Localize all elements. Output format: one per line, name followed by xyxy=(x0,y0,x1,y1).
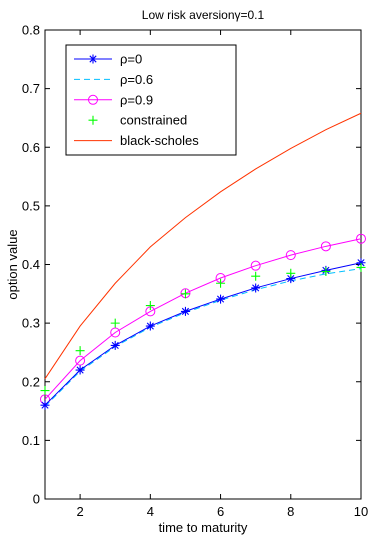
legend-swatch-marker xyxy=(88,94,98,105)
series-2-marker xyxy=(250,260,261,271)
legend: ρ=0 ρ=0.6 ρ=0.9 constrained black-scholes xyxy=(65,44,237,156)
series-3-marker xyxy=(356,262,366,272)
series-1-line xyxy=(44,268,362,407)
legend-entry-label: ρ=0 xyxy=(120,52,142,67)
legend-entry-label: ρ=0.9 xyxy=(120,92,153,107)
series-3-marker xyxy=(251,271,261,281)
x-tick-label: 10 xyxy=(354,504,368,519)
series-3-marker xyxy=(180,289,190,299)
x-tick-label: 8 xyxy=(287,504,294,519)
series-3-marker xyxy=(286,268,296,278)
series-3-marker xyxy=(110,318,120,328)
y-tick-label: 0.5 xyxy=(22,198,40,213)
chart-title: Low risk aversionγ=0.1 xyxy=(142,8,265,22)
y-tick-label: 0.8 xyxy=(22,23,40,38)
series-3-marker xyxy=(40,386,50,396)
series-0-marker xyxy=(251,283,261,293)
series-2 xyxy=(40,233,366,405)
series-0-marker xyxy=(40,400,50,410)
series-0-marker xyxy=(216,294,226,304)
y-tick-label: 0.2 xyxy=(22,374,40,389)
series-0-marker xyxy=(356,258,366,268)
series-0-marker xyxy=(75,365,85,375)
series-0-marker xyxy=(286,274,296,284)
y-tick-label: 0 xyxy=(33,492,40,507)
series-layer xyxy=(40,112,366,410)
x-tick-label: 4 xyxy=(147,504,154,519)
x-tick-label: 2 xyxy=(76,504,83,519)
x-axis-label: time to maturity xyxy=(159,520,248,535)
series-2-marker xyxy=(110,327,121,338)
y-tick-label: 0.7 xyxy=(22,81,40,96)
series-0-marker xyxy=(110,340,120,350)
legend-entry-label: black-scholes xyxy=(120,133,199,148)
series-2-marker xyxy=(320,241,331,252)
series-0-line xyxy=(44,262,362,406)
y-tick-label: 0.1 xyxy=(22,433,40,448)
y-tick-label: 0.3 xyxy=(22,316,40,331)
series-0-marker xyxy=(180,306,190,316)
series-1 xyxy=(44,268,362,407)
series-3-marker xyxy=(75,346,85,356)
series-2-marker xyxy=(75,355,86,366)
series-2-marker xyxy=(356,233,366,244)
series-2-line xyxy=(44,238,362,400)
series-0-marker xyxy=(145,321,155,331)
y-tick-label: 0.4 xyxy=(22,257,40,272)
x-tick-label: 6 xyxy=(217,504,224,519)
series-3 xyxy=(40,262,366,396)
series-2-marker xyxy=(285,250,296,261)
series-3-marker xyxy=(216,278,226,288)
y-axis-label: option value xyxy=(5,229,20,299)
legend-entry-label: constrained xyxy=(120,113,187,128)
legend-swatch-marker xyxy=(88,115,98,125)
series-4 xyxy=(44,112,362,380)
legend-entry-label: ρ=0.6 xyxy=(120,72,153,87)
axis-ticks: 2 4 6 8 10 0 0.1 0.2 0.3 0.4 0.5 0.6 0.7 0.8 xyxy=(22,23,368,520)
series-4-line xyxy=(44,112,362,380)
legend-swatch-marker xyxy=(88,54,98,64)
series-3-marker xyxy=(321,267,331,277)
series-3-marker xyxy=(145,301,155,311)
y-tick-label: 0.6 xyxy=(22,140,40,155)
